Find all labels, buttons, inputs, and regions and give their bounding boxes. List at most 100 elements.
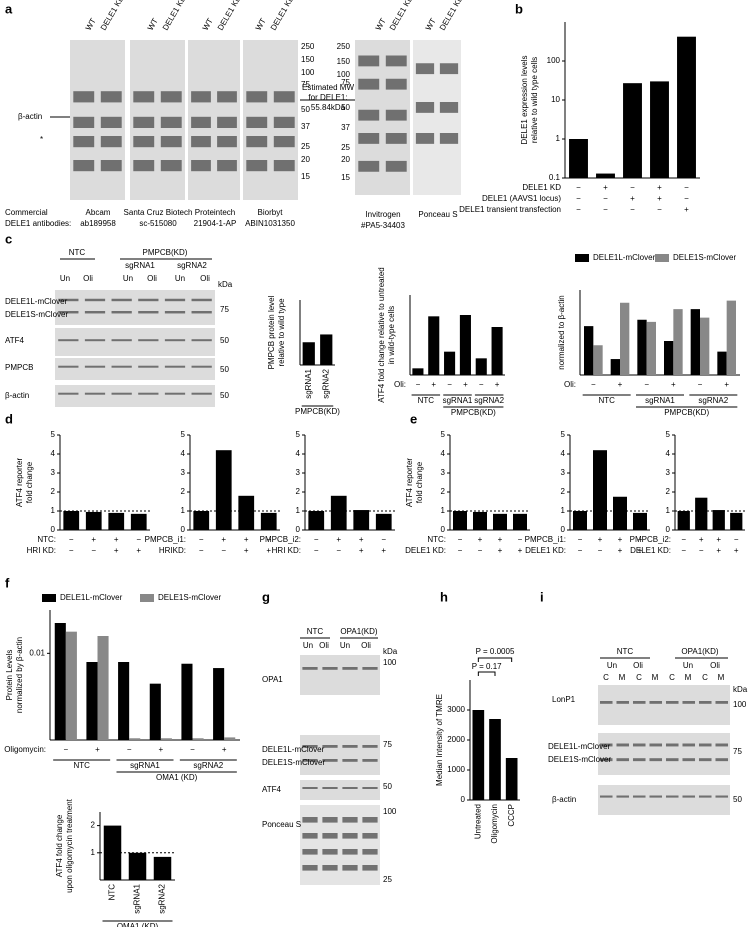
blot-label: 21904-1-AP bbox=[194, 219, 237, 228]
row-sign: − bbox=[603, 205, 608, 214]
blot-label: 55.84kDa bbox=[311, 103, 346, 112]
bar bbox=[593, 345, 603, 375]
blot-label: Santa Cruz Biotech bbox=[124, 208, 193, 217]
y-axis-label: PMPCB protein level bbox=[267, 295, 276, 369]
blot-label: M bbox=[619, 673, 626, 682]
group-label: sgRNA1 bbox=[443, 396, 473, 405]
blot-label: 25 bbox=[301, 142, 310, 151]
band bbox=[73, 160, 95, 172]
band bbox=[133, 160, 155, 172]
blot-label: β-actin bbox=[18, 112, 42, 121]
band bbox=[439, 63, 459, 75]
row-sign: + bbox=[158, 745, 163, 754]
row-sign: − bbox=[638, 535, 643, 544]
blot-label: sgRNA1 bbox=[125, 261, 155, 270]
blot bbox=[55, 385, 215, 407]
row-sign: + bbox=[598, 535, 603, 544]
band bbox=[385, 160, 407, 172]
blot-label: Un bbox=[123, 274, 133, 283]
band bbox=[58, 311, 79, 314]
blot-label: β-actin bbox=[5, 391, 29, 400]
row-sign: − bbox=[381, 535, 386, 544]
band bbox=[133, 136, 155, 148]
band bbox=[665, 795, 679, 798]
band bbox=[302, 833, 318, 839]
band bbox=[191, 116, 211, 128]
group-label: sgRNA2 bbox=[474, 396, 504, 405]
blot-label: 15 bbox=[341, 173, 350, 182]
row-sign: − bbox=[63, 745, 68, 754]
row-sign: − bbox=[221, 546, 226, 555]
band bbox=[273, 116, 295, 128]
band bbox=[133, 91, 155, 103]
row-sign: − bbox=[199, 546, 204, 555]
y-tick-label: 3 bbox=[441, 468, 446, 477]
band bbox=[342, 833, 358, 839]
y-tick-label: 1 bbox=[666, 506, 671, 515]
blot-label: 75 bbox=[383, 740, 392, 749]
y-tick-label: 3 bbox=[666, 468, 671, 477]
bar bbox=[149, 683, 161, 740]
blot-label: PMPCB bbox=[5, 363, 33, 372]
band bbox=[616, 758, 630, 762]
row-sign: + bbox=[657, 194, 662, 203]
row-sign: − bbox=[578, 535, 583, 544]
band bbox=[111, 298, 132, 302]
row-sign: − bbox=[630, 205, 635, 214]
group-label: NTC bbox=[598, 396, 615, 405]
blot bbox=[55, 328, 215, 356]
blot-label: sgRNA2 bbox=[177, 261, 207, 270]
group-label: PMPCB(KD) bbox=[664, 408, 709, 417]
blot-label: WT bbox=[84, 17, 98, 32]
band bbox=[632, 795, 646, 798]
band bbox=[322, 865, 338, 871]
row-sign: + bbox=[463, 380, 468, 389]
bar bbox=[677, 511, 690, 530]
x-tick-label: sgRNA2 bbox=[321, 368, 330, 398]
blot-label: Un bbox=[340, 641, 350, 650]
band bbox=[217, 91, 237, 103]
bar bbox=[475, 358, 487, 375]
blot-label: 25 bbox=[383, 875, 392, 884]
y-axis-label: Protein Levels bbox=[5, 650, 14, 701]
x-tick-label: sgRNA1 bbox=[133, 883, 142, 913]
y-tick-label: 5 bbox=[561, 430, 566, 439]
band bbox=[246, 116, 268, 128]
row-sign: + bbox=[734, 546, 739, 555]
group-label: sgRNA1 bbox=[130, 761, 160, 770]
blot-label: 100 bbox=[383, 807, 397, 816]
band bbox=[138, 339, 159, 342]
bar bbox=[85, 511, 102, 530]
blot-label: ab189958 bbox=[80, 219, 116, 228]
y-tick-label: 1 bbox=[181, 506, 186, 515]
band bbox=[616, 795, 630, 798]
y-tick-label: 5 bbox=[296, 430, 301, 439]
blot-label: 50 bbox=[220, 365, 229, 374]
y-tick-label: 0 bbox=[51, 525, 56, 534]
blot bbox=[598, 785, 730, 815]
band bbox=[160, 160, 182, 172]
x-tick-label: Untreated bbox=[473, 804, 482, 839]
row-sign: − bbox=[681, 546, 686, 555]
blot-label: Abcam bbox=[86, 208, 111, 217]
blot-label: OPA1 bbox=[262, 675, 283, 684]
blot-label: β-actin bbox=[552, 795, 576, 804]
bar bbox=[712, 510, 725, 530]
blot bbox=[300, 780, 380, 800]
y-tick-label: 0 bbox=[561, 525, 566, 534]
row-sign: − bbox=[518, 535, 523, 544]
row-label: Oli: bbox=[394, 380, 406, 389]
band bbox=[138, 298, 159, 302]
legend-label: DELE1S-mClover bbox=[673, 253, 736, 262]
blot-label: DELE1 KD bbox=[438, 0, 465, 32]
blot-label: PMPCB(KD) bbox=[143, 248, 188, 257]
y-axis-label: fold change bbox=[415, 461, 424, 503]
bar bbox=[646, 321, 656, 375]
blot-label: 150 bbox=[337, 57, 351, 66]
blot-label: DELE1L-mClover bbox=[5, 297, 68, 306]
row-sign: + bbox=[114, 546, 119, 555]
blot-label: Proteintech bbox=[195, 208, 235, 217]
band bbox=[73, 136, 95, 148]
row-sign: − bbox=[478, 546, 483, 555]
